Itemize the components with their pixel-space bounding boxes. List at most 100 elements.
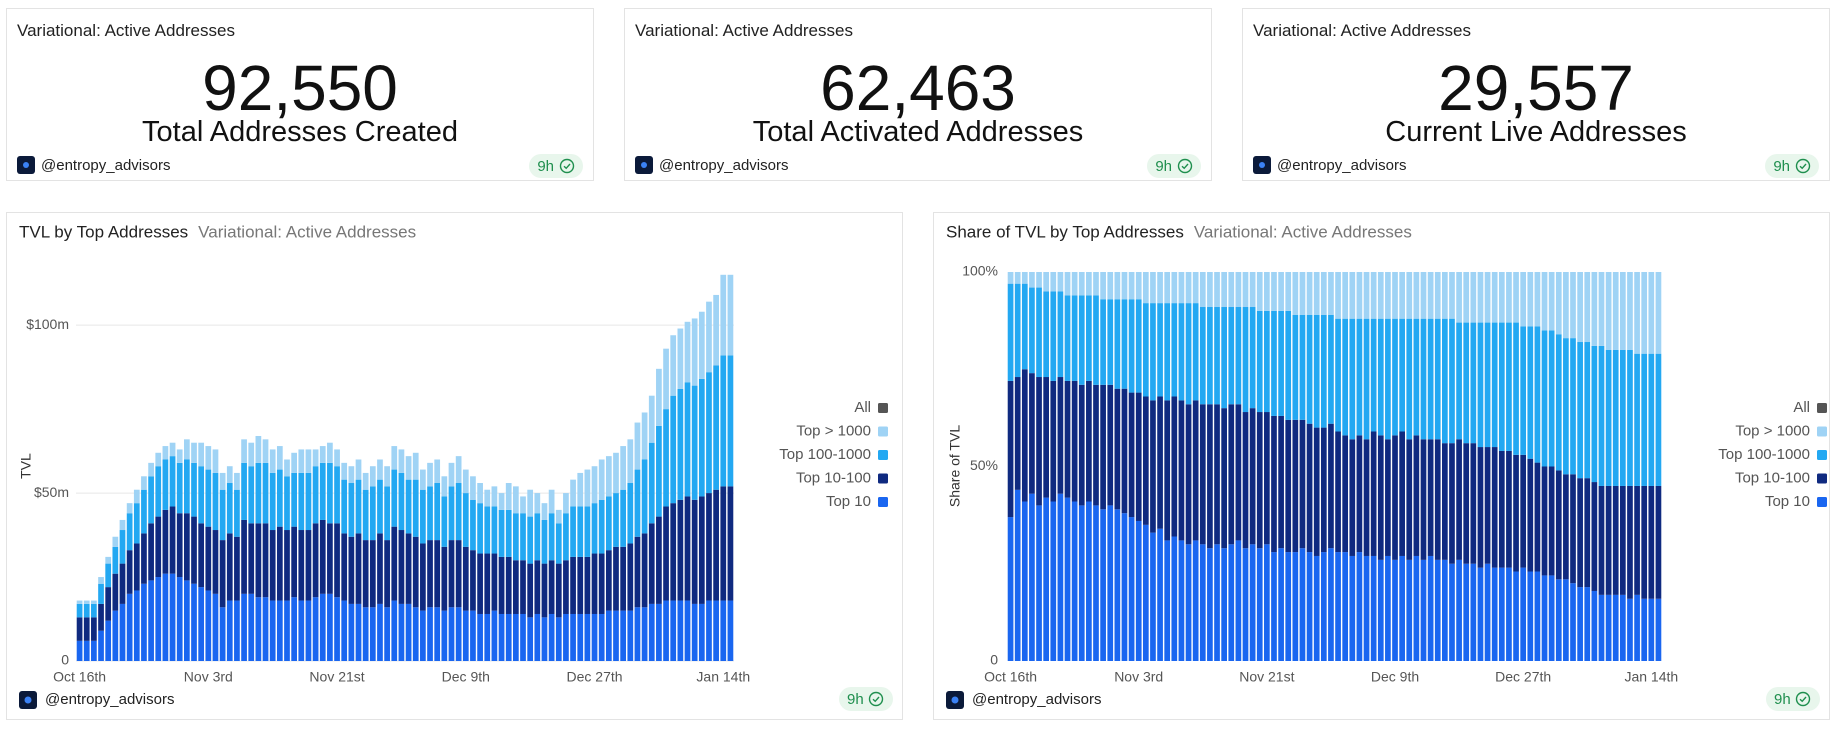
bar-segment [563,513,569,561]
bar-segment [1086,380,1092,502]
bar-segment [1363,318,1370,440]
bar-segment [1634,594,1640,661]
bar-segment [1456,559,1462,661]
bar-segment [298,472,305,531]
bar-segment [1385,272,1391,319]
bar-segment [441,610,448,661]
bar-segment [1086,272,1092,296]
bar-segment [720,355,727,487]
bar-segment [1093,505,1099,661]
bar-segment [1513,454,1519,572]
bar-segment [1178,540,1185,661]
legend-swatch [878,450,888,460]
source[interactable]: @entropy_advisors [972,691,1101,708]
bar-segment [327,523,333,594]
bar-segment [384,540,390,608]
bar-segment [1598,272,1605,346]
bar-segment [355,533,362,604]
bar-segment [648,395,655,443]
source[interactable]: @entropy_advisors [1277,156,1407,174]
chart-title: TVL by Top Addresses [19,222,188,241]
bar-segment [448,540,455,608]
bar-segment [1043,272,1050,292]
bar-segment [1342,318,1349,436]
bar-segment [1619,272,1626,350]
bar-segment [1235,540,1242,661]
x-tick-label: Nov 3rd [1114,669,1163,685]
bar-segment [462,469,469,494]
bar-segment [298,449,305,473]
bar-segment [1050,380,1057,502]
bar-segment [1434,439,1441,560]
bar-segment [1541,575,1548,661]
bar-segment [1335,552,1341,661]
x-tick-label: Jan 14th [696,669,750,685]
bar-segment [1534,571,1541,661]
bar-segment [1199,544,1206,661]
bar-segment [1021,272,1028,284]
bar-segment [83,617,90,641]
bar-segment [477,553,483,614]
bar-segment [555,563,562,618]
bar-segment [1299,419,1306,549]
bar-segment [1627,272,1633,350]
bar-segment [1228,272,1235,308]
bar-segment [527,563,534,618]
bar-segment [1627,485,1633,599]
bar-segment [341,479,348,534]
bar-segment [1491,567,1498,661]
bar-segment [1420,318,1427,440]
bar-segment [1548,575,1555,661]
bar-segment [1427,555,1434,661]
bar-segment [334,597,340,661]
bar-segment [1548,466,1555,576]
bar-segment [162,573,169,661]
bar-segment [1377,272,1384,319]
bar-segment [141,583,147,661]
bar-segment [291,472,298,527]
bar-segment [698,311,705,379]
bar-segment [1107,505,1114,661]
bar-segment [1449,318,1455,444]
bar-segment [276,446,283,470]
bar-segment [1605,485,1612,595]
card-title: Variational: Active Addresses [17,21,235,40]
avatar-dot [951,696,959,704]
bar-segment [577,506,584,557]
bar-segment [1306,552,1313,661]
source[interactable]: @entropy_advisors [41,156,171,174]
bar-segment [1029,287,1035,374]
legend-label: Top 10-100 [1735,469,1810,486]
bar-segment [1249,307,1256,409]
bar-segment [1377,559,1384,661]
bar-segment [1449,563,1455,661]
bar-segment [620,489,627,547]
card-label: Total Addresses Created [142,116,458,148]
bar-segment [341,462,348,480]
bar-segment [1221,272,1227,308]
source[interactable]: @entropy_advisors [45,691,174,708]
check-icon [559,158,575,174]
bar-segment [112,610,119,661]
bar-segment [627,483,634,544]
bar-segment [1627,598,1633,661]
bar-segment [1178,303,1185,401]
bar-segment [1157,396,1163,529]
bar-segment [1477,272,1484,323]
bar-segment [1591,345,1598,483]
bar-segment [119,519,126,531]
bar-segment [1050,501,1057,661]
bar-segment [548,560,555,614]
bar-segment [83,600,90,604]
bar-segment [713,600,719,661]
bar-segment [1064,497,1071,661]
bar-segment [1641,353,1648,486]
bar-segment [348,536,355,604]
bar-segment [284,476,290,531]
bar-segment [1370,555,1377,661]
bar-segment [1356,272,1363,319]
bar-segment [183,439,190,460]
bar-segment [126,593,133,661]
bar-segment [577,472,584,507]
source[interactable]: @entropy_advisors [659,156,789,174]
